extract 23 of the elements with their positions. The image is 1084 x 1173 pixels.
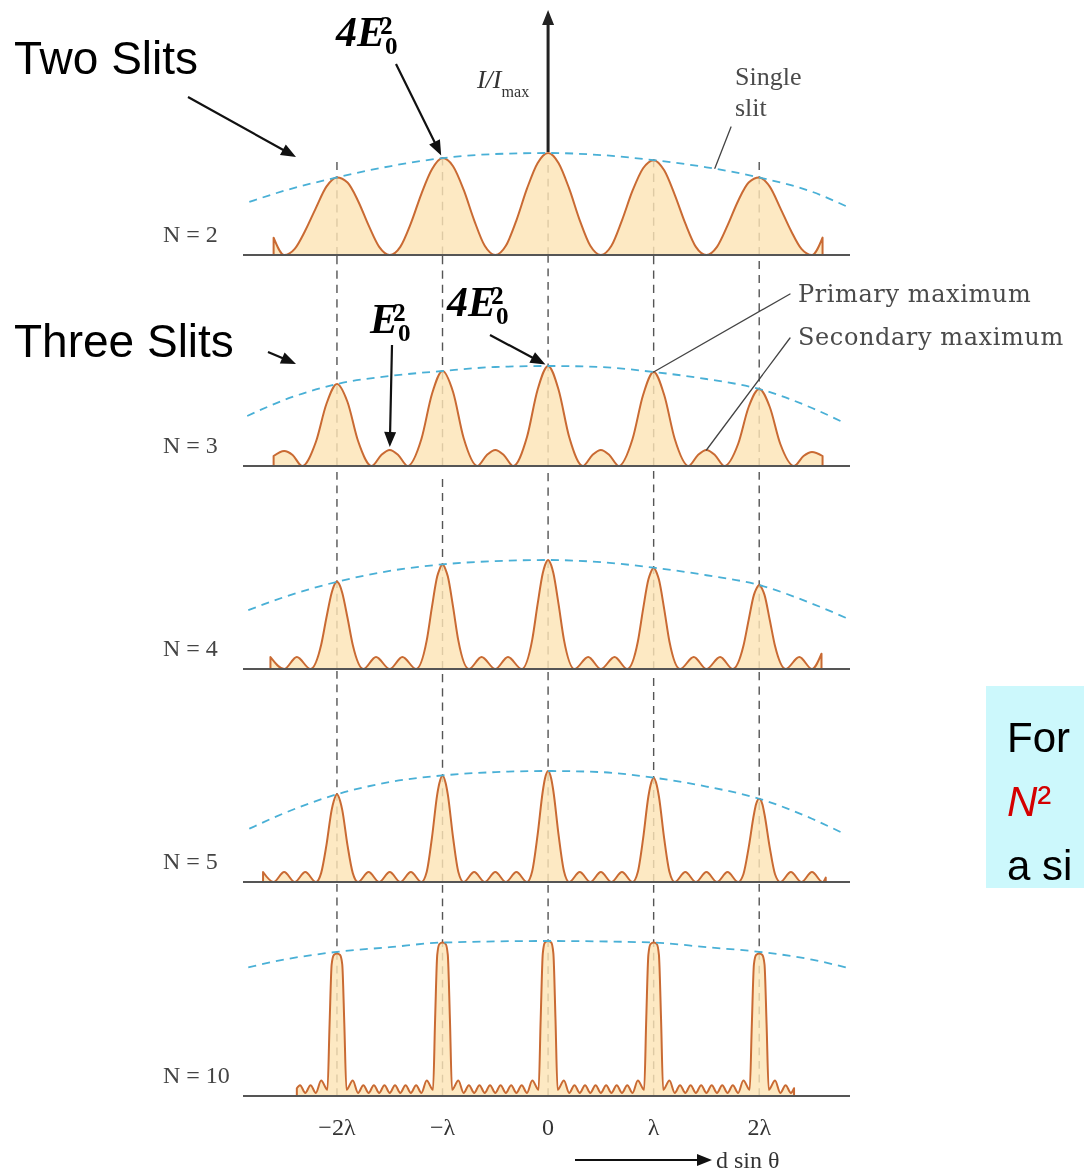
x-tick-label: λ bbox=[647, 1114, 660, 1140]
text: N² bbox=[1007, 778, 1052, 825]
x-axis-title: d sin θ bbox=[716, 1147, 780, 1173]
text: N = 4 bbox=[163, 635, 218, 661]
text: N = 3 bbox=[163, 432, 218, 458]
text: For bbox=[1007, 714, 1071, 761]
annotation: Single slit bbox=[735, 62, 802, 122]
text: Two Slits bbox=[14, 32, 199, 84]
annotation: Secondary maximum bbox=[798, 323, 1064, 351]
text: N = 10 bbox=[163, 1062, 230, 1088]
text: N = 2 bbox=[163, 221, 218, 247]
text: a si bbox=[1007, 842, 1073, 889]
text: Three Slits bbox=[14, 315, 234, 367]
x-tick-label: 2λ bbox=[747, 1114, 772, 1140]
y-axis-title: I/I$_{max}$ bbox=[475, 65, 530, 100]
text: N = 5 bbox=[163, 848, 218, 874]
x-tick-label: −λ bbox=[429, 1114, 456, 1140]
x-tick-label: −2λ bbox=[318, 1114, 356, 1140]
x-tick-label: 0 bbox=[542, 1114, 555, 1140]
annotation: 4E₀² bbox=[446, 279, 509, 325]
annotation: 4E₀² bbox=[335, 9, 398, 55]
annotation: Primary maximum bbox=[798, 280, 1032, 308]
annotation: E₀² bbox=[369, 296, 411, 342]
